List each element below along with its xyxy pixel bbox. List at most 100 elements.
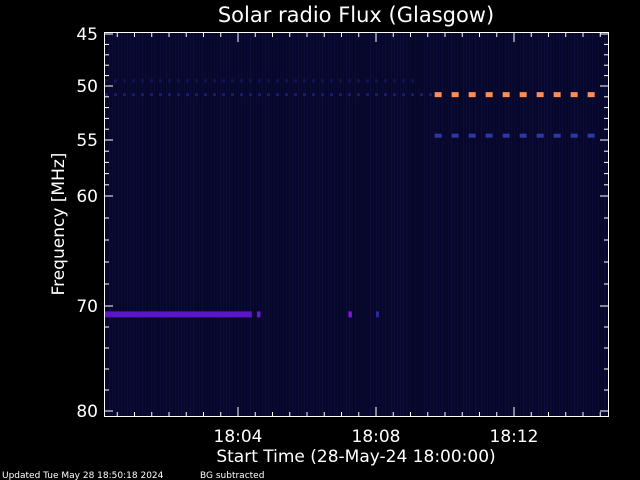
noise-streak <box>286 33 288 416</box>
emission-band-dot <box>258 93 261 97</box>
noise-streak <box>547 33 549 416</box>
noise-streak <box>520 33 522 416</box>
noise-streak <box>109 33 111 416</box>
noise-streak <box>502 33 504 416</box>
noise-streak <box>313 33 315 416</box>
emission-band-dot <box>204 79 207 83</box>
noise-streak <box>571 33 573 416</box>
noise-streak <box>574 33 576 416</box>
noise-streak <box>526 33 528 416</box>
noise-streak <box>529 33 531 416</box>
noise-streak <box>382 33 384 416</box>
emission-band-segment <box>553 133 561 138</box>
noise-streak <box>208 33 210 416</box>
emission-band <box>376 311 379 318</box>
footer-updated: Updated Tue May 28 18:50:18 2024 <box>2 471 164 480</box>
noise-streak <box>193 33 195 416</box>
noise-streak <box>424 33 426 416</box>
noise-streak <box>481 33 483 416</box>
noise-streak <box>304 33 306 416</box>
noise-streak <box>478 33 480 416</box>
noise-streak <box>352 33 354 416</box>
emission-band-segment <box>451 92 459 98</box>
noise-streak <box>385 33 387 416</box>
noise-streak <box>190 33 192 416</box>
emission-band-dot <box>375 93 378 97</box>
emission-band-segment <box>570 92 578 98</box>
noise-streak <box>565 33 567 416</box>
emission-band-dot <box>267 93 270 97</box>
plot-frame <box>104 32 609 417</box>
emission-band-dot <box>123 93 126 97</box>
noise-streak <box>262 33 264 416</box>
noise-streak <box>166 33 168 416</box>
emission-band-dot <box>312 79 315 83</box>
noise-streak <box>277 33 279 416</box>
emission-band-dot <box>393 93 396 97</box>
plot-area <box>104 32 609 417</box>
noise-streak <box>541 33 543 416</box>
y-axis-label: Frequency [MHz] <box>49 153 69 296</box>
noise-streak <box>175 33 177 416</box>
noise-streak <box>436 33 438 416</box>
noise-streak <box>538 33 540 416</box>
noise-streak <box>364 33 366 416</box>
noise-streak <box>421 33 423 416</box>
emission-band-dot <box>348 93 351 97</box>
y-tick-label: 60 <box>76 187 98 207</box>
emission-band-segment <box>519 133 527 138</box>
emission-band-segment <box>553 92 561 98</box>
emission-band-dot <box>249 93 252 97</box>
emission-band-dot <box>402 79 405 83</box>
noise-streak <box>535 33 537 416</box>
noise-streak <box>292 33 294 416</box>
noise-streak <box>394 33 396 416</box>
emission-band-dot <box>312 93 315 97</box>
noise-streak <box>229 33 231 416</box>
emission-band-dot <box>294 79 297 83</box>
noise-streak <box>580 33 582 416</box>
emission-band-dot <box>258 79 261 83</box>
noise-streak <box>433 33 435 416</box>
y-tick-label: 45 <box>76 25 98 45</box>
noise-streak <box>160 33 162 416</box>
emission-band-dot <box>267 79 270 83</box>
emission-band-dot <box>141 79 144 83</box>
noise-streak <box>427 33 429 416</box>
noise-streak <box>466 33 468 416</box>
noise-streak <box>169 33 171 416</box>
noise-streak <box>337 33 339 416</box>
noise-streak <box>202 33 204 416</box>
emission-band-dot <box>276 79 279 83</box>
noise-streak <box>316 33 318 416</box>
noise-streak <box>358 33 360 416</box>
noise-streak <box>376 33 378 416</box>
emission-band-segment <box>502 133 510 138</box>
noise-streak <box>469 33 471 416</box>
noise-streak <box>454 33 456 416</box>
noise-streak <box>457 33 459 416</box>
noise-streak <box>133 33 135 416</box>
noise-streak <box>217 33 219 416</box>
noise-streak <box>238 33 240 416</box>
emission-band-segment <box>468 133 476 138</box>
noise-streak <box>418 33 420 416</box>
emission-band-dot <box>186 93 189 97</box>
chart-title: Solar radio Flux (Glasgow) <box>218 3 494 27</box>
emission-band-dot <box>240 93 243 97</box>
noise-streak <box>124 33 126 416</box>
noise-streak <box>220 33 222 416</box>
emission-band-dot <box>276 93 279 97</box>
noise-streak <box>226 33 228 416</box>
emission-bands <box>105 79 595 318</box>
noise-streak <box>499 33 501 416</box>
emission-band-segment <box>451 133 459 138</box>
noise-streak <box>310 33 312 416</box>
noise-streak <box>511 33 513 416</box>
noise-streak <box>340 33 342 416</box>
noise-streak <box>409 33 411 416</box>
emission-band-dot <box>177 93 180 97</box>
emission-band-dot <box>195 93 198 97</box>
noise-streak <box>451 33 453 416</box>
noise-streak <box>295 33 297 416</box>
